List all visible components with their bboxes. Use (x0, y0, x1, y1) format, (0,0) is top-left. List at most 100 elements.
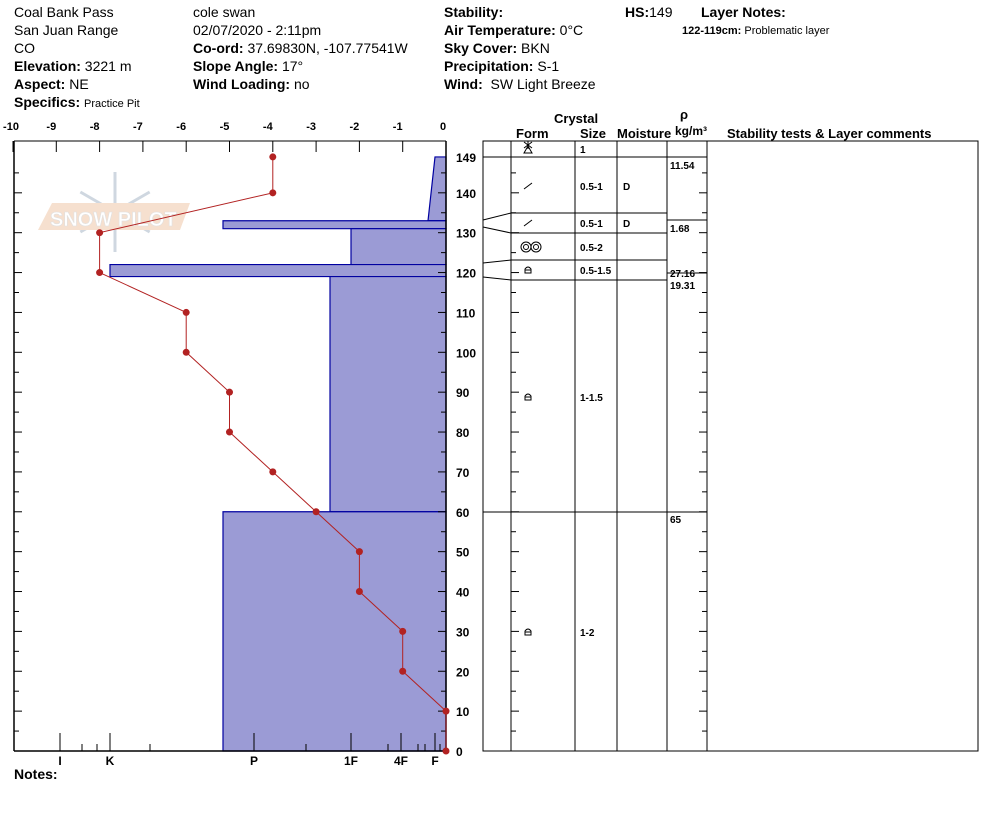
hs: HS:149 (625, 3, 672, 21)
layer-note: 122-119cm: Problematic layer (682, 22, 829, 40)
layer-connector-line (482, 276, 512, 281)
depth-tick-label: 60 (456, 506, 470, 520)
temperature-tick-label: -5 (220, 121, 230, 133)
hardness-label: 4F (394, 754, 408, 768)
slope-label: Slope Angle: (193, 58, 279, 74)
wind-value: SW Light Breeze (490, 76, 596, 92)
depth-tick-label: 90 (456, 386, 470, 400)
logo-band (38, 203, 190, 230)
notes-label: Notes: (14, 766, 58, 782)
crystal-size: 0.5-1.5 (580, 266, 612, 277)
decomposing-fragments-icon (523, 182, 533, 190)
depth-tick-label: 0 (456, 745, 463, 759)
temperature-tick-label: -10 (3, 121, 19, 133)
stability-label: Stability: (444, 4, 504, 20)
moisture-value: D (623, 182, 630, 193)
elevation: Elevation: 3221 m (14, 57, 140, 75)
sky-value: BKN (521, 40, 550, 56)
rounding-faceted-icon (524, 628, 532, 636)
layer-connector-line (482, 226, 512, 234)
wind-loading-value: no (293, 76, 310, 92)
size-header: Size (580, 126, 607, 141)
temperature-point (96, 269, 104, 277)
header-col-1: Coal Bank Pass San Juan Range CO Elevati… (14, 3, 140, 113)
air-temp-label: Air Temperature: (444, 22, 556, 38)
coord-label: Co-ord: (193, 40, 244, 56)
depth-tick-label: 10 (456, 705, 470, 719)
form-header: Form (516, 126, 549, 141)
temperature-point (312, 508, 320, 516)
temperature-point (442, 707, 450, 715)
coord-value: 37.69830N, -107.77541W (247, 40, 408, 56)
crystal-size: 0.5-1 (580, 182, 603, 193)
depth-tick-label: 70 (456, 466, 470, 480)
density-value: 11.54 (670, 161, 695, 172)
logo-text: SNOW PILOT (50, 209, 177, 231)
hardness-layer-bar (350, 228, 447, 266)
temperature-tick-label: -8 (90, 121, 100, 133)
stability: Stability: (444, 3, 596, 21)
specifics: Specifics: Practice Pit (14, 93, 140, 113)
temperature-tick-label: -7 (133, 121, 143, 133)
depth-tick-label: 100 (456, 346, 476, 360)
wind-loading: Wind Loading: no (193, 75, 408, 93)
temperature-tick-label: -1 (393, 121, 403, 133)
crystal-size: 1-1.5 (580, 393, 603, 404)
state: CO (14, 40, 35, 56)
location: Coal Bank Pass (14, 4, 114, 20)
wind: Wind: SW Light Breeze (444, 75, 596, 93)
temperature-point (182, 308, 190, 316)
rho-header: ρ (680, 107, 689, 122)
temperature-point (355, 588, 363, 596)
layer-notes-label: Layer Notes: (701, 3, 786, 21)
depth-tick-label: 140 (456, 187, 476, 201)
depth-tick-label: 110 (456, 306, 476, 320)
temperature-tick-label: -9 (46, 121, 56, 133)
snow-pilot-logo: SNOW PILOT (38, 172, 190, 252)
layer-note-text: Problematic layer (744, 25, 830, 37)
circle (530, 241, 542, 253)
circle (523, 244, 529, 250)
rounded-facet (524, 628, 532, 636)
temperature-point (182, 348, 190, 356)
density-value: 1.68 (670, 224, 690, 235)
temperature-tick-label: -4 (263, 121, 274, 133)
layer-note-range: 122-119cm: (682, 25, 742, 37)
depth-tick-label: 50 (456, 546, 470, 560)
hardness-label: K (106, 754, 115, 768)
hardness-label: F (431, 754, 438, 768)
circle (533, 244, 539, 250)
hardness-layer-bar (109, 263, 447, 278)
layer-connector-line (482, 259, 512, 264)
temperature-point (355, 548, 363, 556)
temperature-tick-label: -3 (306, 121, 316, 133)
depth-tick-label: 130 (456, 227, 476, 241)
depth-tick-label: 149 (456, 151, 476, 165)
sky-cover: Sky Cover: BKN (444, 39, 596, 57)
air-temp: Air Temperature: 0°C (444, 21, 596, 39)
temperature-point (226, 388, 233, 396)
hardness-label: 1F (344, 754, 358, 768)
aspect-value: NE (69, 76, 89, 92)
coord: Co-ord: 37.69830N, -107.77541W (193, 39, 408, 57)
depth-tick-label: 40 (456, 586, 470, 600)
rounding-faceted-icon (524, 393, 532, 401)
slash (523, 182, 533, 190)
temperature-point (269, 189, 277, 197)
hardness-layer-bar (222, 220, 447, 230)
layer-connector-line (482, 212, 512, 221)
precip-value: S-1 (537, 58, 560, 74)
datetime: 02/07/2020 - 2:11pm (193, 22, 322, 38)
precipitation-particles-icon (523, 141, 533, 154)
rounded-facet (524, 266, 532, 274)
aspect-label: Aspect: (14, 76, 66, 92)
range: San Juan Range (14, 22, 119, 38)
hs-label: HS: (625, 4, 650, 20)
rounding-faceted-icon (524, 266, 532, 274)
wind-loading-label: Wind Loading: (193, 76, 291, 92)
slope: Slope Angle: 17° (193, 57, 408, 75)
circle (520, 241, 532, 253)
depth-tick-label: 20 (456, 665, 470, 679)
crystal-size: 1-2 (580, 628, 595, 639)
header-col-2: cole swan 02/07/2020 - 2:11pm Co-ord: 37… (193, 3, 408, 93)
